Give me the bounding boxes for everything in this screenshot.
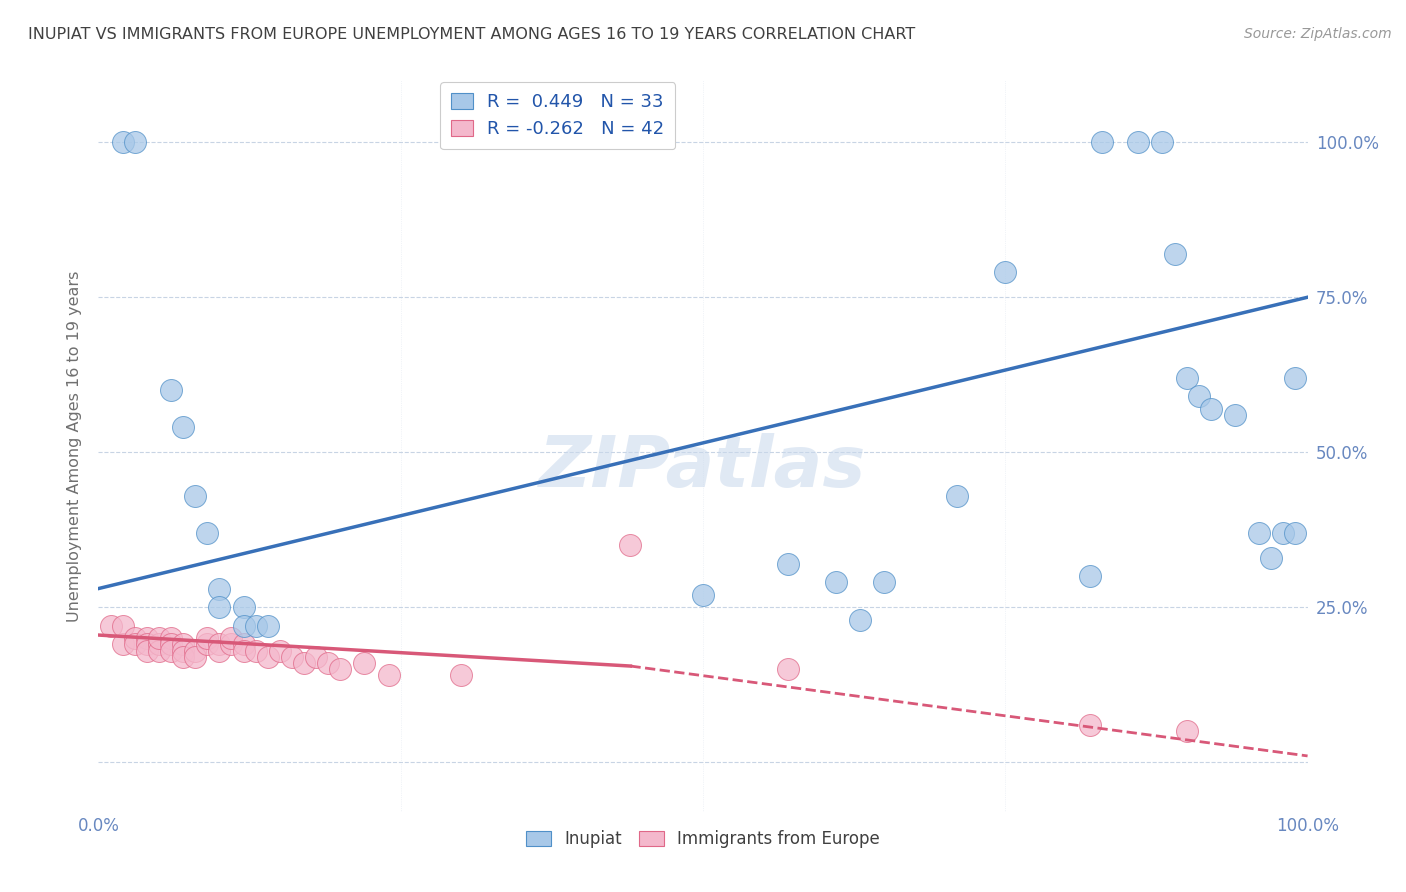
- Point: [776, 557, 799, 571]
- Text: ZIPatlas: ZIPatlas: [540, 434, 866, 502]
- Point: [619, 538, 641, 552]
- Point: [292, 656, 315, 670]
- Point: [1284, 525, 1306, 540]
- Point: [1175, 371, 1198, 385]
- Point: [208, 643, 231, 657]
- Point: [1078, 569, 1101, 583]
- Point: [1152, 135, 1174, 149]
- Point: [208, 637, 231, 651]
- Point: [124, 631, 146, 645]
- Point: [329, 662, 352, 676]
- Point: [172, 637, 194, 651]
- Text: Source: ZipAtlas.com: Source: ZipAtlas.com: [1244, 27, 1392, 41]
- Point: [135, 643, 157, 657]
- Point: [316, 656, 339, 670]
- Point: [160, 643, 183, 657]
- Point: [221, 637, 243, 651]
- Point: [195, 525, 218, 540]
- Point: [873, 575, 896, 590]
- Point: [160, 637, 183, 651]
- Point: [377, 668, 399, 682]
- Point: [281, 649, 304, 664]
- Point: [849, 613, 872, 627]
- Point: [184, 489, 207, 503]
- Point: [232, 643, 254, 657]
- Point: [1128, 135, 1150, 149]
- Point: [221, 631, 243, 645]
- Point: [1284, 371, 1306, 385]
- Y-axis label: Unemployment Among Ages 16 to 19 years: Unemployment Among Ages 16 to 19 years: [67, 270, 83, 622]
- Point: [269, 643, 291, 657]
- Point: [1260, 550, 1282, 565]
- Point: [776, 662, 799, 676]
- Point: [135, 637, 157, 651]
- Point: [172, 420, 194, 434]
- Point: [256, 619, 278, 633]
- Point: [111, 135, 134, 149]
- Point: [208, 582, 231, 596]
- Point: [1199, 401, 1222, 416]
- Point: [232, 619, 254, 633]
- Point: [111, 637, 134, 651]
- Point: [148, 637, 170, 651]
- Point: [124, 135, 146, 149]
- Text: INUPIAT VS IMMIGRANTS FROM EUROPE UNEMPLOYMENT AMONG AGES 16 TO 19 YEARS CORRELA: INUPIAT VS IMMIGRANTS FROM EUROPE UNEMPL…: [28, 27, 915, 42]
- Point: [1175, 724, 1198, 739]
- Point: [124, 637, 146, 651]
- Point: [172, 649, 194, 664]
- Point: [184, 643, 207, 657]
- Point: [1223, 408, 1246, 422]
- Point: [135, 631, 157, 645]
- Point: [245, 643, 267, 657]
- Point: [160, 631, 183, 645]
- Point: [195, 631, 218, 645]
- Point: [208, 600, 231, 615]
- Point: [232, 600, 254, 615]
- Point: [353, 656, 375, 670]
- Point: [692, 588, 714, 602]
- Point: [1078, 718, 1101, 732]
- Point: [256, 649, 278, 664]
- Point: [994, 265, 1017, 279]
- Point: [1249, 525, 1271, 540]
- Point: [160, 383, 183, 397]
- Point: [1091, 135, 1114, 149]
- Point: [1163, 247, 1185, 261]
- Point: [184, 649, 207, 664]
- Point: [450, 668, 472, 682]
- Point: [100, 619, 122, 633]
- Point: [825, 575, 848, 590]
- Point: [148, 631, 170, 645]
- Point: [1272, 525, 1295, 540]
- Point: [1188, 389, 1211, 403]
- Point: [245, 619, 267, 633]
- Point: [232, 637, 254, 651]
- Point: [111, 619, 134, 633]
- Point: [195, 637, 218, 651]
- Point: [172, 643, 194, 657]
- Point: [305, 649, 328, 664]
- Point: [148, 643, 170, 657]
- Legend: Inupiat, Immigrants from Europe: Inupiat, Immigrants from Europe: [519, 823, 887, 855]
- Point: [946, 489, 969, 503]
